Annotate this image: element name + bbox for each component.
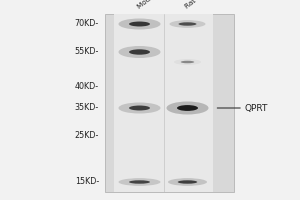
- Ellipse shape: [121, 19, 158, 29]
- Ellipse shape: [126, 105, 153, 111]
- Ellipse shape: [129, 105, 150, 111]
- Ellipse shape: [129, 106, 150, 110]
- Ellipse shape: [118, 178, 160, 186]
- Ellipse shape: [169, 20, 206, 28]
- Ellipse shape: [129, 180, 150, 184]
- Ellipse shape: [183, 181, 192, 183]
- Text: Mouse kidney: Mouse kidney: [136, 0, 179, 10]
- Bar: [114, 14, 165, 192]
- Ellipse shape: [134, 50, 145, 53]
- Ellipse shape: [181, 61, 194, 63]
- Ellipse shape: [172, 103, 203, 113]
- Ellipse shape: [169, 102, 206, 114]
- Ellipse shape: [126, 48, 153, 56]
- Ellipse shape: [118, 46, 160, 58]
- Ellipse shape: [184, 61, 191, 63]
- Text: 15KD-: 15KD-: [75, 178, 99, 186]
- Ellipse shape: [177, 105, 198, 111]
- Ellipse shape: [132, 181, 147, 183]
- Ellipse shape: [129, 180, 150, 184]
- Ellipse shape: [129, 21, 150, 27]
- Ellipse shape: [172, 21, 203, 27]
- Ellipse shape: [182, 106, 193, 110]
- Ellipse shape: [132, 50, 147, 54]
- Ellipse shape: [178, 22, 196, 26]
- Ellipse shape: [124, 47, 155, 56]
- Bar: [162, 14, 213, 192]
- Ellipse shape: [137, 107, 142, 109]
- Ellipse shape: [179, 60, 196, 64]
- Ellipse shape: [181, 23, 194, 25]
- Ellipse shape: [183, 23, 192, 25]
- Ellipse shape: [177, 60, 198, 64]
- Ellipse shape: [121, 47, 158, 57]
- Ellipse shape: [121, 179, 158, 185]
- Text: 40KD-: 40KD-: [75, 82, 99, 90]
- Ellipse shape: [124, 20, 155, 28]
- Ellipse shape: [178, 180, 197, 184]
- Ellipse shape: [124, 104, 155, 112]
- Ellipse shape: [118, 19, 160, 29]
- Ellipse shape: [180, 181, 195, 183]
- Ellipse shape: [137, 51, 142, 53]
- Ellipse shape: [174, 104, 201, 112]
- Ellipse shape: [170, 179, 205, 185]
- Ellipse shape: [129, 49, 150, 55]
- Text: 35KD-: 35KD-: [75, 104, 99, 112]
- Ellipse shape: [185, 107, 190, 109]
- Ellipse shape: [134, 23, 145, 25]
- Ellipse shape: [124, 179, 155, 185]
- Bar: [105, 14, 234, 192]
- Ellipse shape: [178, 22, 196, 26]
- Ellipse shape: [132, 22, 147, 26]
- Ellipse shape: [173, 179, 202, 185]
- Text: 70KD-: 70KD-: [75, 20, 99, 28]
- Ellipse shape: [132, 106, 147, 110]
- Ellipse shape: [118, 102, 160, 114]
- Ellipse shape: [134, 181, 145, 183]
- Text: QPRT: QPRT: [244, 104, 268, 112]
- Ellipse shape: [134, 107, 145, 109]
- Ellipse shape: [129, 49, 150, 55]
- Ellipse shape: [126, 180, 153, 184]
- Text: Rat liver: Rat liver: [184, 0, 211, 10]
- Ellipse shape: [178, 180, 197, 184]
- Ellipse shape: [175, 180, 200, 184]
- Ellipse shape: [174, 59, 201, 65]
- Text: 55KD-: 55KD-: [75, 47, 99, 56]
- Ellipse shape: [126, 21, 153, 27]
- Ellipse shape: [180, 106, 195, 110]
- Ellipse shape: [137, 23, 142, 25]
- Ellipse shape: [129, 22, 150, 26]
- Ellipse shape: [181, 61, 194, 63]
- Ellipse shape: [176, 60, 199, 64]
- Ellipse shape: [177, 105, 198, 111]
- Ellipse shape: [168, 178, 207, 186]
- Ellipse shape: [121, 103, 158, 113]
- Ellipse shape: [182, 61, 193, 63]
- Ellipse shape: [174, 21, 201, 27]
- Text: 25KD-: 25KD-: [75, 132, 99, 140]
- Ellipse shape: [176, 22, 199, 26]
- Ellipse shape: [167, 102, 208, 114]
